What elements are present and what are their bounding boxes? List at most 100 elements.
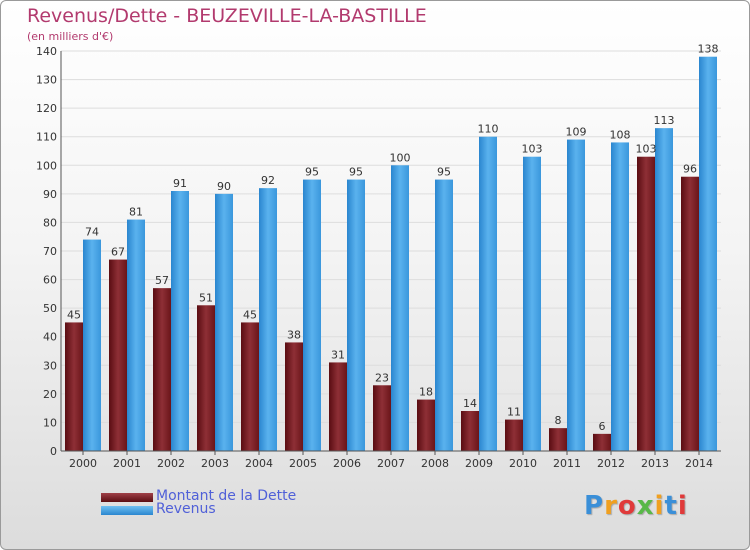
- y-tick-label: 50: [43, 302, 57, 315]
- value-labels-layer: 45 74 67 81 57 91 51 90 45 92 38 95 31 95 23 100 18 95 14 1…: [67, 43, 719, 433]
- bar-dette: [637, 156, 655, 451]
- x-tick-label: 2014: [685, 457, 713, 470]
- logo-letter: x: [636, 491, 655, 521]
- bar-revenus: [83, 239, 101, 451]
- bar-revenus: [347, 179, 365, 452]
- x-tick-label: 2009: [465, 457, 493, 470]
- bar-revenus: [259, 188, 277, 451]
- data-label-dette: 18: [419, 386, 433, 399]
- data-label-dette: 8: [555, 414, 562, 427]
- bar-revenus: [303, 179, 321, 452]
- data-label-revenus: 95: [349, 166, 363, 179]
- legend-swatch-dette: [101, 493, 153, 502]
- bar-revenus: [611, 142, 629, 451]
- y-tick-label: 80: [43, 216, 57, 229]
- bar-revenus: [171, 191, 189, 451]
- proxiti-logo: Proxiti: [584, 491, 688, 521]
- data-label-dette: 14: [463, 397, 477, 410]
- y-tick-label: 30: [43, 359, 57, 372]
- data-label-revenus: 81: [129, 206, 143, 219]
- y-tick-label: 70: [43, 245, 57, 258]
- data-label-dette: 11: [507, 406, 521, 419]
- legend-label-revenus: Revenus: [156, 501, 216, 517]
- x-tick-label: 2011: [553, 457, 581, 470]
- y-tick-label: 140: [36, 45, 57, 58]
- bar-revenus: [699, 56, 717, 451]
- chart-subtitle: (en milliers d'€): [27, 30, 114, 43]
- data-label-revenus: 113: [654, 114, 675, 127]
- bar-dette: [241, 322, 259, 451]
- logo-letter: o: [617, 491, 637, 521]
- y-tick-label: 60: [43, 274, 57, 287]
- data-label-revenus: 74: [85, 226, 99, 239]
- bar-revenus: [435, 179, 453, 452]
- data-label-dette: 51: [199, 291, 213, 304]
- bar-dette: [153, 288, 171, 451]
- bar-dette: [505, 419, 523, 451]
- data-label-revenus: 108: [610, 128, 631, 141]
- data-label-revenus: 90: [217, 180, 231, 193]
- bar-dette: [329, 362, 347, 451]
- x-tick-label: 2002: [157, 457, 185, 470]
- chart-title: Revenus/Dette - BEUZEVILLE-LA-BASTILLE: [27, 5, 427, 27]
- data-label-dette: 57: [155, 274, 169, 287]
- x-tick-label: 2013: [641, 457, 669, 470]
- bar-dette: [681, 176, 699, 451]
- bar-revenus: [655, 128, 673, 451]
- data-label-revenus: 95: [437, 166, 451, 179]
- data-label-dette: 103: [636, 143, 657, 156]
- bar-dette: [285, 342, 303, 451]
- bar-revenus: [215, 193, 233, 451]
- bar-dette: [417, 399, 435, 451]
- x-tick-label: 2005: [289, 457, 317, 470]
- data-label-revenus: 109: [566, 126, 587, 139]
- bar-dette: [65, 322, 83, 451]
- legend-swatch-revenus: [101, 506, 153, 515]
- data-label-dette: 6: [599, 420, 606, 433]
- data-label-revenus: 103: [522, 143, 543, 156]
- y-tick-label: 110: [36, 131, 57, 144]
- x-tick-label: 2003: [201, 457, 229, 470]
- x-tick-label: 2008: [421, 457, 449, 470]
- y-tick-label: 40: [43, 331, 57, 344]
- x-tick-label: 2007: [377, 457, 405, 470]
- x-tick-label: 2006: [333, 457, 361, 470]
- y-tick-label: 10: [43, 416, 57, 429]
- data-label-dette: 96: [683, 163, 697, 176]
- data-label-dette: 31: [331, 348, 345, 361]
- bar-revenus: [479, 136, 497, 451]
- logo-letter: t: [664, 491, 678, 521]
- bar-dette: [549, 428, 567, 451]
- logo-letter: i: [677, 491, 688, 521]
- x-tick-label: 2001: [113, 457, 141, 470]
- y-tick-label: 100: [36, 159, 57, 172]
- x-tick-label: 2004: [245, 457, 273, 470]
- logo-letter: P: [584, 491, 605, 521]
- bar-revenus: [391, 165, 409, 452]
- data-label-revenus: 91: [173, 177, 187, 190]
- x-tick-label: 2010: [509, 457, 537, 470]
- data-label-revenus: 92: [261, 174, 275, 187]
- data-label-revenus: 95: [305, 166, 319, 179]
- bar-dette: [593, 433, 611, 451]
- bar-revenus: [523, 156, 541, 451]
- y-tick-label: 20: [43, 388, 57, 401]
- data-label-dette: 67: [111, 246, 125, 259]
- bar-dette: [373, 385, 391, 451]
- y-tick-label: 0: [50, 445, 57, 458]
- bar-revenus: [127, 219, 145, 451]
- data-label-revenus: 138: [698, 43, 719, 56]
- bar-dette: [109, 259, 127, 451]
- data-label-revenus: 100: [390, 151, 411, 164]
- data-label-dette: 45: [67, 308, 81, 321]
- y-tick-label: 130: [36, 74, 57, 87]
- logo-letter: r: [604, 491, 618, 521]
- legend-label-dette: Montant de la Dette: [156, 488, 297, 504]
- y-tick-label: 90: [43, 188, 57, 201]
- x-tick-label: 2000: [69, 457, 97, 470]
- axis-layer: 0 10 20 30 40 50 60 70 80 90 100 110 120 130 140 2000 20…: [36, 45, 721, 470]
- x-tick-label: 2012: [597, 457, 625, 470]
- data-label-dette: 38: [287, 328, 301, 341]
- data-label-dette: 23: [375, 371, 389, 384]
